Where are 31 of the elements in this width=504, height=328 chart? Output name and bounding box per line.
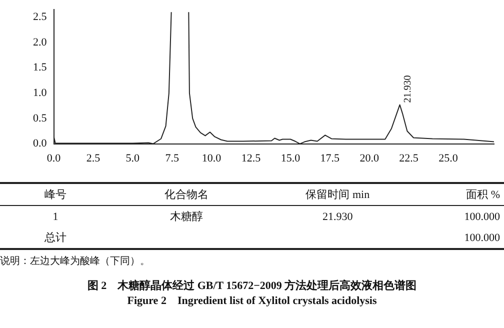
text: 1 (52, 210, 60, 224)
annotation: 21.930 (402, 75, 414, 103)
x-tick-label: 0.0 (46, 152, 62, 164)
text: 木糖醇 (168, 210, 204, 225)
x-tick-label: 20.0 (360, 152, 380, 164)
text: 保留时间 min (262, 183, 414, 206)
x-tick-label: 5.0 (126, 152, 140, 164)
text: 100.000 (413, 227, 504, 249)
x-tick-label: 15.0 (280, 152, 301, 164)
y-tick-label: 0.5 (33, 112, 48, 124)
x-tick-label: 17.5 (320, 152, 340, 164)
text: 说明：左边大峰为酸峰（下同）。 (0, 254, 151, 268)
text: 总计 (0, 227, 111, 249)
y-tick-label: 0.0 (33, 138, 48, 150)
y-tick-label: 2.0 (33, 36, 48, 48)
y-tick-label: 1.0 (33, 87, 48, 100)
x-tick-label: 7.5 (165, 152, 180, 164)
text: 面积 % (413, 183, 504, 206)
y-tick-label: 1.5 (33, 62, 48, 74)
text: 100.000 (463, 210, 501, 224)
text: 化合物名 (110, 183, 262, 206)
text: Figure 2 Ingredient list of Xylitol crystals acidolysis (126, 294, 378, 308)
y-tick-label: 2.5 (33, 11, 48, 24)
text: 21.930 (322, 210, 354, 224)
x-tick-label: 22.5 (399, 152, 419, 164)
x-tick-label: 12.5 (241, 152, 262, 164)
text: 峰号 (0, 183, 111, 206)
x-tick-label: 25.0 (438, 152, 458, 164)
text: 图 2 木糖醇晶体经过 GB/T 15672−2009 方法处理后高效液相色谱图 (86, 278, 418, 293)
x-tick-label: 10.0 (202, 152, 222, 164)
x-tick-label: 2.5 (86, 152, 101, 164)
